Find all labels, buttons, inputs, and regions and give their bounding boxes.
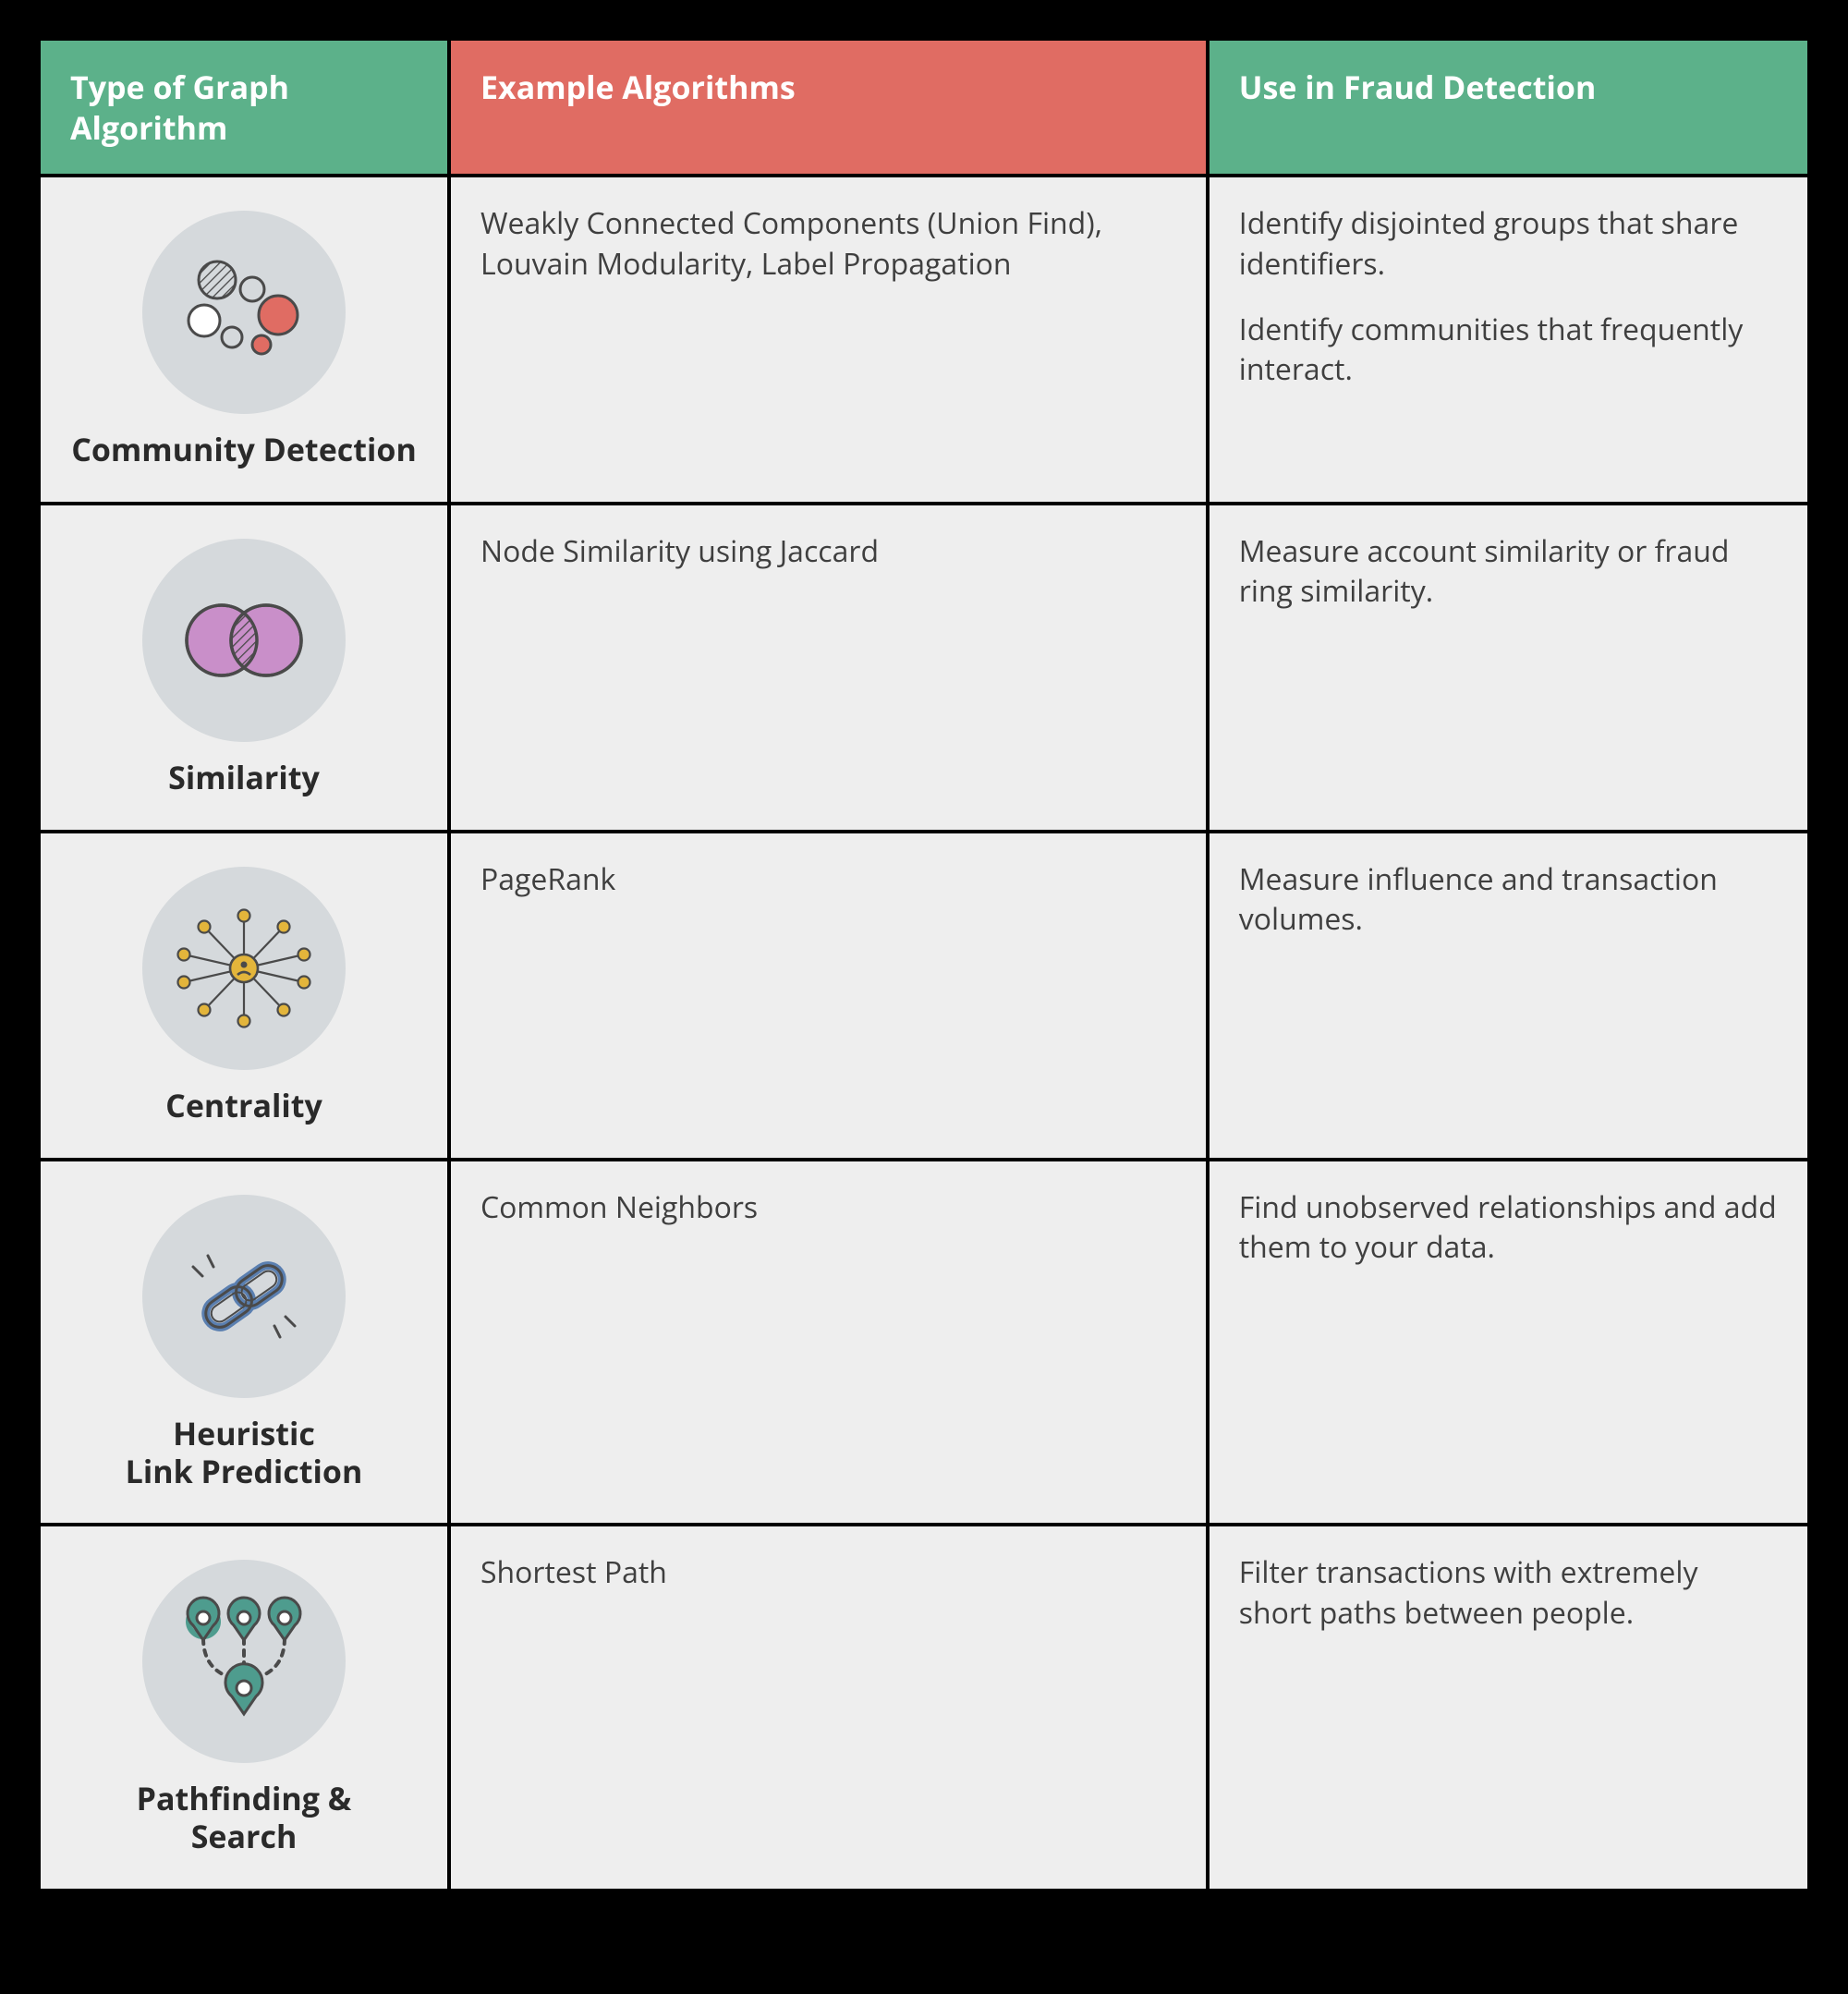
algorithms-cell: Weakly Connected Components (Union Find)… <box>451 177 1206 502</box>
use-text: Measure influence and transaction volume… <box>1239 859 1778 939</box>
table-row: Centrality PageRank Measure influence an… <box>41 833 1807 1158</box>
similarity-icon <box>142 539 346 742</box>
table-row: Pathfinding &Search Shortest Path Filter… <box>41 1526 1807 1889</box>
algorithms-cell: Shortest Path <box>451 1526 1206 1889</box>
type-label: Centrality <box>70 1087 418 1125</box>
use-cell: Filter transactions with extremely short… <box>1210 1526 1807 1889</box>
table-header-row: Type of Graph Algorithm Example Algorith… <box>41 41 1807 174</box>
algorithms-cell: Common Neighbors <box>451 1161 1206 1524</box>
use-cell: Measure account similarity or fraud ring… <box>1210 505 1807 830</box>
type-cell: HeuristicLink Prediction <box>41 1161 447 1524</box>
table-row: Community Detection Weakly Connected Com… <box>41 177 1807 502</box>
use-cell: Find unobserved relationships and add th… <box>1210 1161 1807 1524</box>
header-algorithms: Example Algorithms <box>451 41 1206 174</box>
type-cell: Similarity <box>41 505 447 830</box>
use-text: Measure account similarity or fraud ring… <box>1239 531 1778 611</box>
type-cell: Pathfinding &Search <box>41 1526 447 1889</box>
algorithms-cell: Node Similarity using Jaccard <box>451 505 1206 830</box>
algorithms-cell: PageRank <box>451 833 1206 1158</box>
use-text: Identify disjointed groups that share id… <box>1239 203 1778 283</box>
type-label: Community Detection <box>70 431 418 468</box>
use-text: Filter transactions with extremely short… <box>1239 1552 1778 1632</box>
use-text: Identify communities that frequently int… <box>1239 310 1778 389</box>
table-row: Similarity Node Similarity using Jaccard… <box>41 505 1807 830</box>
use-text: Find unobserved relationships and add th… <box>1239 1187 1778 1267</box>
table-row: HeuristicLink Prediction Common Neighbor… <box>41 1161 1807 1524</box>
type-label: Pathfinding &Search <box>70 1780 418 1855</box>
use-cell: Measure influence and transaction volume… <box>1210 833 1807 1158</box>
table-body: Community Detection Weakly Connected Com… <box>41 177 1807 1889</box>
type-label: Similarity <box>70 759 418 796</box>
community-detection-icon <box>142 211 346 414</box>
centrality-icon <box>142 867 346 1070</box>
use-cell: Identify disjointed groups that share id… <box>1210 177 1807 502</box>
header-type: Type of Graph Algorithm <box>41 41 447 174</box>
type-label: HeuristicLink Prediction <box>70 1415 418 1490</box>
header-use: Use in Fraud Detection <box>1210 41 1807 174</box>
graph-algorithms-table: Type of Graph Algorithm Example Algorith… <box>37 37 1811 1892</box>
pathfinding-icon <box>142 1560 346 1763</box>
type-cell: Community Detection <box>41 177 447 502</box>
link-prediction-icon <box>142 1195 346 1398</box>
type-cell: Centrality <box>41 833 447 1158</box>
